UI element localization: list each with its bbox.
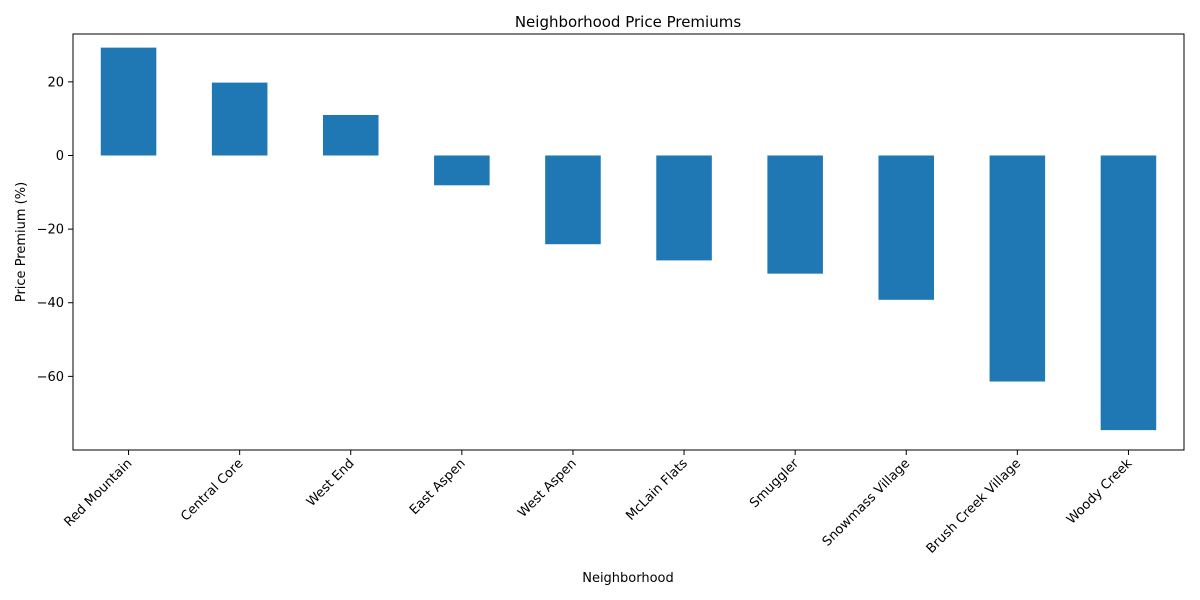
x-tick-label: Red Mountain xyxy=(62,456,136,530)
x-tick-label: Woody Creek xyxy=(1064,456,1136,528)
x-axis-title: Neighborhood xyxy=(582,571,674,586)
x-tick-label: Central Core xyxy=(178,456,246,524)
bar-snowmass-village xyxy=(878,155,935,300)
bar-red-mountain xyxy=(100,47,157,156)
y-tick-label: −60 xyxy=(37,370,64,385)
x-tick-label: West Aspen xyxy=(515,456,580,521)
bar-woody-creek xyxy=(1100,155,1157,431)
bar-east-aspen xyxy=(434,155,490,186)
x-tick-label: Snowmass Village xyxy=(820,456,913,549)
y-tick-label: −40 xyxy=(37,296,64,311)
bar-west-end xyxy=(322,114,379,156)
bar-mclain-flats xyxy=(656,155,712,261)
bars-group xyxy=(100,47,1157,431)
x-axis-ticks: Red Mountain Central Core West End East Asp… xyxy=(62,450,1136,557)
y-axis-ticks: 20 0 −20 −40 −60 xyxy=(37,75,73,385)
x-tick-label: Smuggler xyxy=(747,456,802,511)
x-tick-label: West End xyxy=(304,456,358,510)
bar-central-core xyxy=(211,82,268,156)
y-tick-label: 0 xyxy=(56,149,64,164)
x-tick-label: McLain Flats xyxy=(623,456,691,524)
bar-brush-creek-village xyxy=(989,155,1046,382)
x-tick-label: East Aspen xyxy=(407,456,469,518)
y-tick-label: −20 xyxy=(37,223,64,238)
chart-title: Neighborhood Price Premiums xyxy=(515,13,742,31)
bar-smuggler xyxy=(767,155,823,274)
y-axis-title: Price Premium (%) xyxy=(14,182,29,302)
x-tick-label: Brush Creek Village xyxy=(924,456,1024,556)
plot-frame xyxy=(72,33,1185,451)
bar-west-aspen xyxy=(545,155,601,245)
y-tick-label: 20 xyxy=(47,75,64,90)
